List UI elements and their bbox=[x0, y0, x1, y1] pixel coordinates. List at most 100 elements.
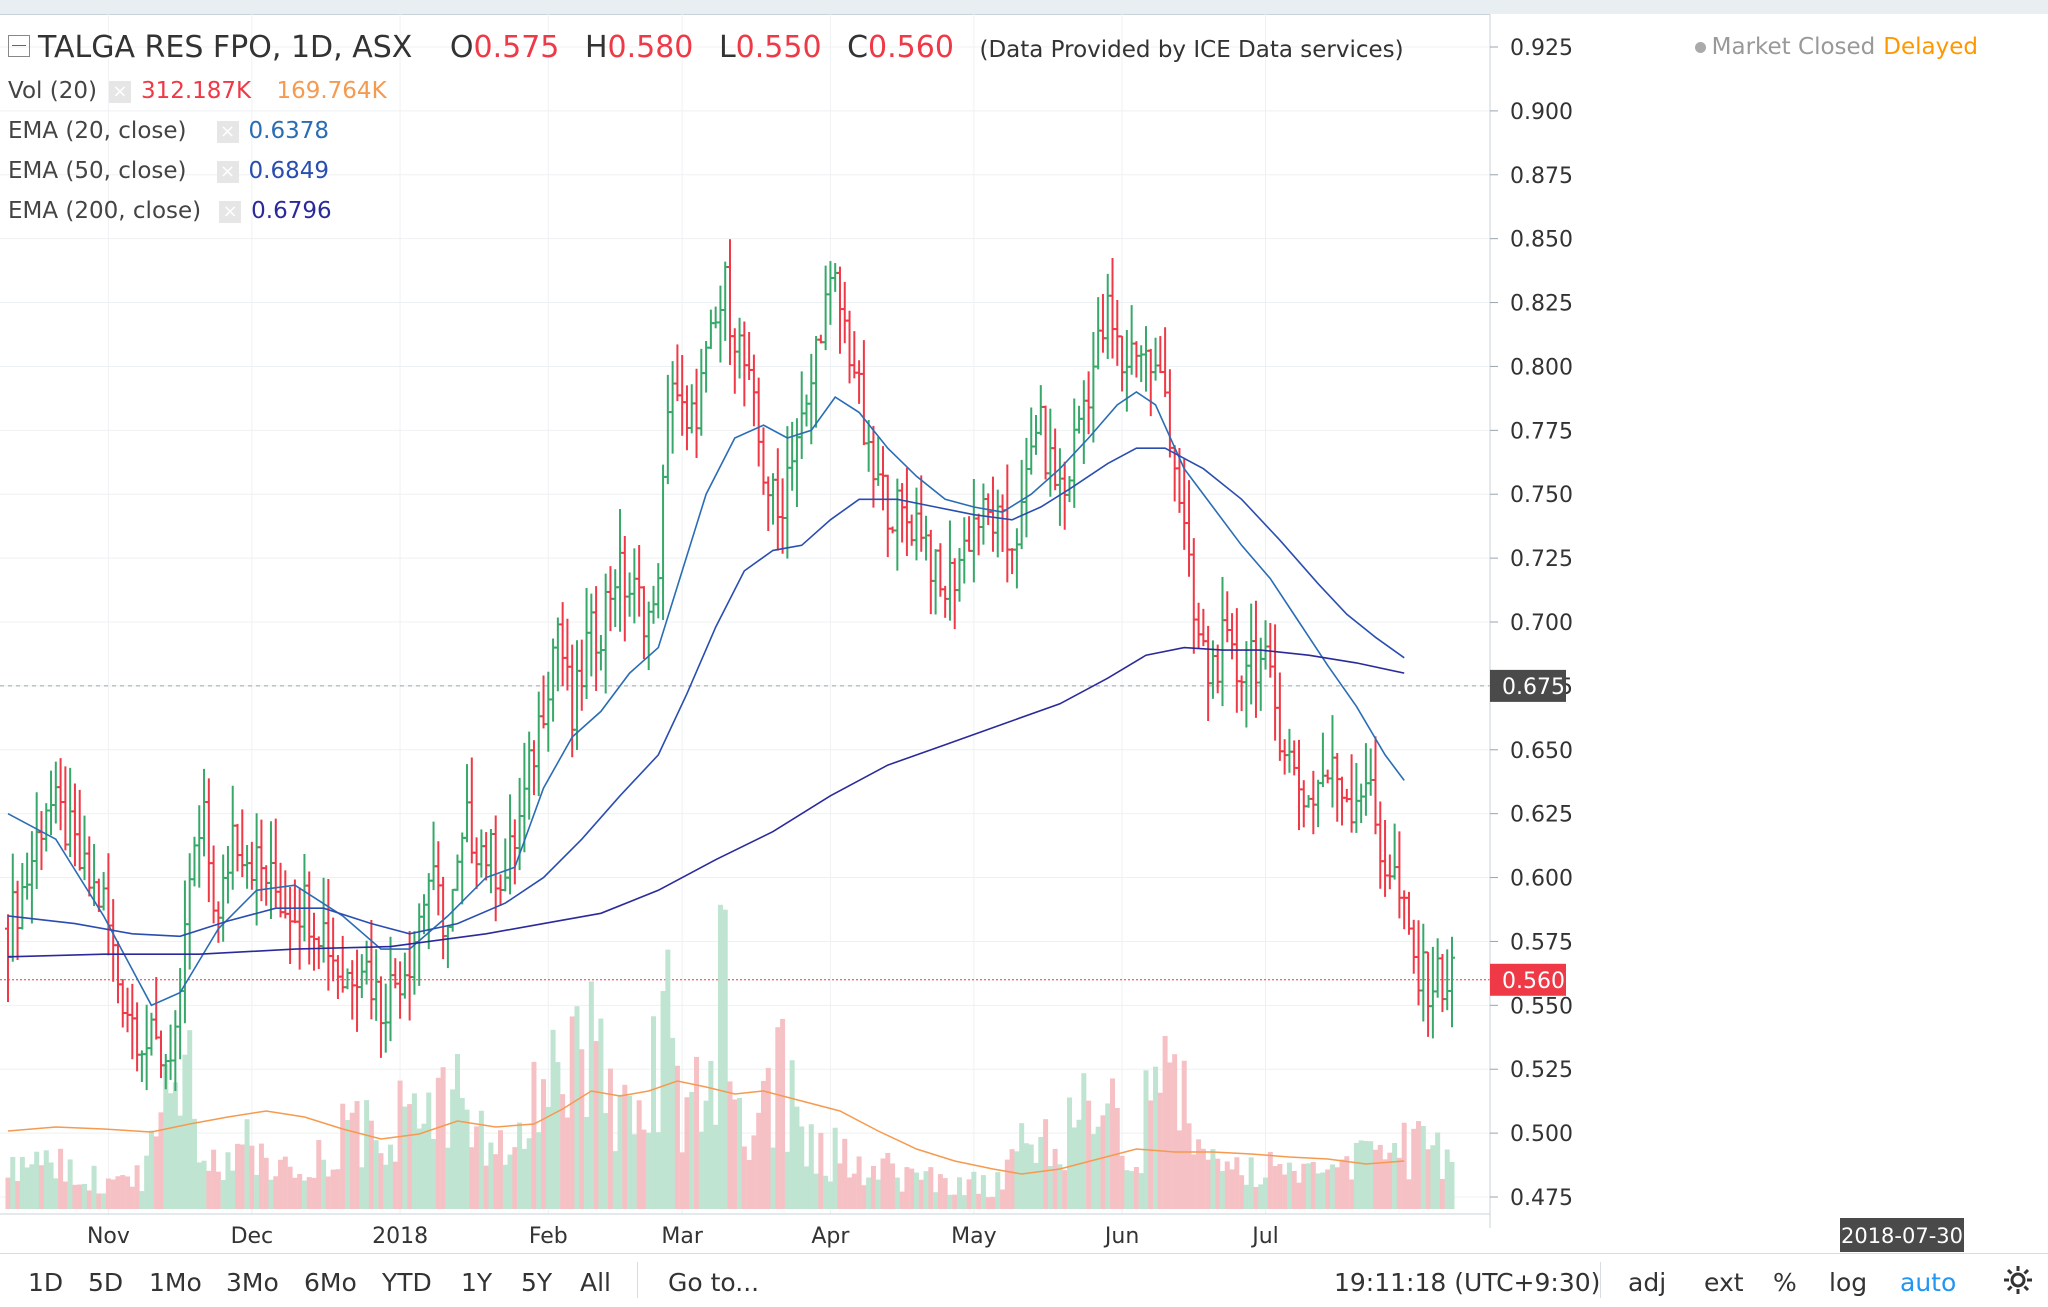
volume-bar bbox=[158, 1112, 164, 1209]
volume-bar bbox=[1224, 1161, 1230, 1209]
price-axis-bg bbox=[1490, 14, 2048, 1228]
volume-bar bbox=[603, 1113, 609, 1209]
volume-bar bbox=[1387, 1152, 1393, 1209]
symbol-title[interactable]: TALGA RES FPO, 1D, ASX bbox=[38, 30, 413, 65]
volume-bar bbox=[450, 1089, 456, 1209]
volume-bar bbox=[239, 1144, 245, 1209]
volume-bar bbox=[474, 1126, 480, 1209]
collapse-legend-button[interactable] bbox=[8, 34, 30, 57]
volume-bar bbox=[1057, 1164, 1063, 1209]
percent-toggle[interactable]: % bbox=[1773, 1268, 1797, 1297]
volume-bar bbox=[531, 1061, 537, 1209]
volume-bar bbox=[607, 1068, 613, 1209]
volume-bar bbox=[1043, 1119, 1049, 1209]
range-1d[interactable]: 1D bbox=[28, 1268, 64, 1297]
time-axis-label: Apr bbox=[811, 1224, 850, 1249]
range-1mo[interactable]: 1Mo bbox=[149, 1268, 202, 1297]
volume-bar bbox=[311, 1177, 317, 1209]
volume-bar bbox=[1181, 1060, 1187, 1209]
volume-bar bbox=[1100, 1115, 1106, 1209]
volume-bar bbox=[153, 1136, 159, 1209]
volume-bar bbox=[105, 1178, 111, 1209]
volume-bar bbox=[995, 1172, 1001, 1209]
volume-bar bbox=[1205, 1159, 1211, 1209]
volume-bar bbox=[1124, 1170, 1130, 1209]
volume-bar bbox=[120, 1175, 126, 1209]
volume-bar bbox=[775, 1027, 781, 1209]
volume-bar bbox=[976, 1193, 982, 1209]
time-axis-label: Mar bbox=[661, 1224, 703, 1249]
volume-bar bbox=[225, 1152, 231, 1209]
legend-ema20[interactable]: EMA (20, close) × 0.6378 bbox=[8, 118, 329, 144]
window-top-bar bbox=[0, 0, 2048, 15]
price-tick-label: 0.625 bbox=[1510, 803, 1573, 828]
price-chart[interactable]: 0.475 0.500 0.525 0.550 0.575 0.600 0.625 0.650… bbox=[0, 14, 2048, 1252]
volume-bar bbox=[1377, 1144, 1383, 1209]
volume-bar bbox=[416, 1128, 422, 1209]
volume-bar bbox=[1329, 1164, 1335, 1209]
range-5y[interactable]: 5Y bbox=[521, 1268, 553, 1297]
price-tick-label: 0.475 bbox=[1510, 1186, 1573, 1211]
range-5d[interactable]: 5D bbox=[88, 1268, 124, 1297]
volume-bar bbox=[325, 1176, 331, 1209]
volume-bar bbox=[1449, 1161, 1455, 1209]
range-1y[interactable]: 1Y bbox=[461, 1268, 493, 1297]
volume-bar bbox=[918, 1179, 924, 1209]
volume-bar bbox=[301, 1180, 307, 1209]
close-value: 0.560 bbox=[868, 30, 954, 65]
price-tick-label: 0.650 bbox=[1510, 739, 1573, 764]
range-ytd[interactable]: YTD bbox=[382, 1268, 432, 1297]
close-icon[interactable]: × bbox=[216, 160, 239, 183]
volume-bar bbox=[67, 1159, 73, 1209]
range-all[interactable]: All bbox=[580, 1268, 611, 1297]
volume-bar bbox=[579, 1049, 585, 1209]
volume-bar bbox=[1401, 1122, 1407, 1209]
ext-toggle[interactable]: ext bbox=[1704, 1268, 1744, 1297]
volume-bar bbox=[129, 1186, 135, 1209]
volume-bar bbox=[890, 1163, 896, 1209]
volume-bar bbox=[574, 1006, 580, 1209]
gear-icon[interactable] bbox=[2002, 1264, 2034, 1296]
volume-bar bbox=[1349, 1179, 1355, 1209]
log-toggle[interactable]: log bbox=[1829, 1268, 1868, 1297]
range-6mo[interactable]: 6Mo bbox=[304, 1268, 357, 1297]
volume-ma-line bbox=[7, 1080, 1405, 1175]
volume-bar bbox=[584, 1116, 590, 1209]
close-icon[interactable]: × bbox=[216, 120, 239, 143]
legend-volume[interactable]: Vol (20) × 312.187K 169.764K bbox=[8, 78, 387, 104]
volume-bar bbox=[1291, 1170, 1297, 1209]
volume-bar bbox=[627, 1095, 633, 1209]
volume-bar bbox=[5, 1177, 11, 1209]
close-icon[interactable]: × bbox=[108, 80, 131, 103]
legend-label: EMA (20, close) bbox=[8, 118, 187, 144]
goto-button[interactable]: Go to... bbox=[668, 1268, 760, 1297]
volume-bar bbox=[493, 1154, 499, 1209]
volume-bar bbox=[1110, 1078, 1116, 1209]
volume-bar bbox=[464, 1109, 470, 1209]
volume-bar bbox=[536, 1132, 542, 1209]
volume-bar bbox=[808, 1124, 814, 1209]
volume-bar bbox=[426, 1092, 432, 1209]
time-axis-label: Feb bbox=[529, 1224, 568, 1249]
price-tick-label: 0.500 bbox=[1510, 1122, 1573, 1147]
volume-bar bbox=[488, 1142, 494, 1209]
volume-bar bbox=[847, 1177, 853, 1209]
volume-bar bbox=[483, 1165, 489, 1209]
close-icon[interactable]: × bbox=[219, 200, 242, 223]
adj-toggle[interactable]: adj bbox=[1628, 1268, 1667, 1297]
volume-bar bbox=[215, 1171, 221, 1209]
ema200-line bbox=[7, 646, 1405, 958]
volume-bar bbox=[665, 949, 671, 1209]
legend-ema50[interactable]: EMA (50, close) × 0.6849 bbox=[8, 158, 329, 184]
volume-bar bbox=[411, 1093, 417, 1209]
volume-bar bbox=[737, 1097, 743, 1209]
auto-toggle[interactable]: auto bbox=[1900, 1268, 1957, 1297]
range-3mo[interactable]: 3Mo bbox=[226, 1268, 279, 1297]
crosshair-price-badge bbox=[1490, 669, 1566, 702]
legend-ema200[interactable]: EMA (200, close) × 0.6796 bbox=[8, 198, 332, 224]
volume-bar bbox=[469, 1147, 475, 1209]
volume-bar bbox=[689, 1091, 695, 1209]
volume-bar bbox=[899, 1191, 905, 1209]
volume-bar bbox=[784, 1151, 790, 1209]
volume-bar bbox=[206, 1170, 212, 1209]
